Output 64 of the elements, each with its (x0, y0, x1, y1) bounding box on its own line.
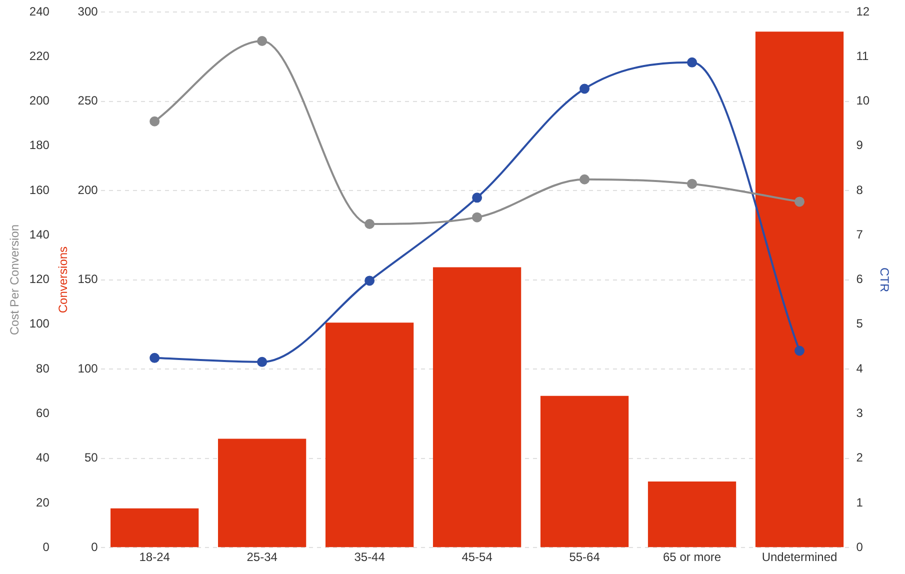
y2-tick-label: 9 (856, 138, 864, 152)
y2-tick-label: 3 (856, 406, 864, 420)
y2-tick-label: 7 (856, 227, 864, 242)
bar (755, 32, 844, 548)
y2-tick-label: 11 (856, 48, 870, 63)
y-tick-label: 200 (78, 182, 98, 197)
y-tick-label: 250 (78, 94, 98, 108)
x-tick-label: Undetermined (762, 550, 838, 564)
y3-tick-label: 40 (36, 450, 50, 465)
y3-tick-label: 140 (29, 227, 50, 242)
bar (325, 322, 414, 548)
point (580, 174, 590, 184)
y-tick-label: 0 (91, 540, 98, 554)
point (150, 352, 160, 363)
y-tick-label: 100 (78, 361, 98, 376)
y3-tick-label: 160 (29, 182, 50, 197)
y2-tick-label: 4 (856, 361, 864, 376)
y2-tick-label: 6 (856, 272, 864, 286)
y-tick-label: 150 (78, 272, 98, 286)
y-tick-label: 300 (78, 4, 98, 18)
y3-tick-label: 220 (29, 48, 50, 63)
bar (110, 508, 199, 548)
x-tick-label: 65 or more (663, 550, 722, 564)
point (687, 178, 698, 189)
y2-axis-title: CTR (877, 267, 892, 292)
point (687, 57, 698, 68)
x-tick-label: 55-64 (569, 550, 600, 564)
y3-tick-label: 80 (36, 361, 50, 376)
y-tick-label: 50 (84, 450, 98, 465)
point (580, 84, 590, 94)
x-tick-label: 18-24 (139, 550, 170, 564)
point (150, 116, 160, 126)
point (794, 346, 805, 356)
point (472, 212, 482, 222)
bar (648, 482, 736, 548)
x-tick-label: 45-54 (462, 550, 493, 564)
y3-tick-label: 180 (29, 138, 50, 152)
bar (540, 396, 629, 548)
y-axis-title: Conversions (56, 246, 70, 314)
point (364, 276, 375, 286)
point (364, 219, 375, 230)
point (472, 192, 482, 203)
y2-tick-label: 5 (856, 316, 864, 331)
y2-tick-label: 2 (856, 450, 864, 465)
y2-tick-label: 1 (856, 495, 864, 510)
point (794, 196, 805, 207)
bar (432, 267, 522, 548)
y3-tick-label: 200 (29, 94, 50, 108)
x-tick-label: 35-44 (354, 550, 386, 564)
y3-tick-label: 60 (36, 406, 50, 420)
x-tick-label: 25-34 (246, 550, 278, 564)
y2-tick-label: 8 (856, 182, 864, 197)
y3-tick-label: 0 (42, 540, 50, 554)
y3-tick-label: 240 (29, 4, 50, 18)
y2-tick-label: 0 (856, 540, 864, 554)
y3-tick-label: 20 (36, 495, 50, 510)
bar (218, 438, 306, 548)
y3-tick-label: 120 (29, 272, 50, 286)
point (257, 36, 268, 46)
y2-tick-label: 10 (856, 94, 870, 108)
y3-axis-title: Cost Per Conversion (8, 224, 22, 336)
y3-tick-label: 100 (29, 316, 50, 331)
point (257, 356, 268, 367)
y2-tick-label: 12 (856, 4, 870, 18)
